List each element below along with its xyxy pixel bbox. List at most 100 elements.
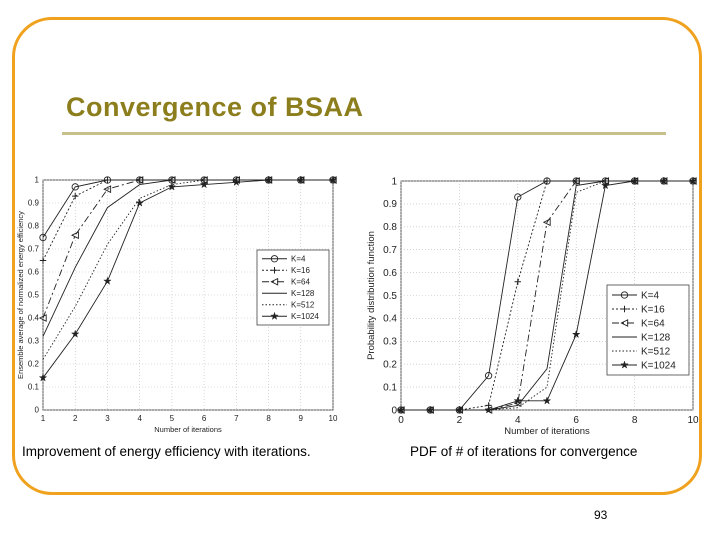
legend-box <box>606 284 690 376</box>
legend-label: K=128 <box>641 332 671 343</box>
data-point <box>231 177 241 187</box>
y-tick-label: 0.6 <box>383 268 397 279</box>
x-tick-label: 4 <box>515 415 521 426</box>
legend: K=4 K=16 K=64 K=128 K=512 K=1024 <box>256 249 330 326</box>
series-k-1024 <box>38 175 338 382</box>
legend-label: K=512 <box>641 346 671 357</box>
x-tick-label: 1 <box>41 414 46 423</box>
y-tick-label: 0.6 <box>28 268 40 277</box>
data-point <box>630 176 639 185</box>
y-tick-label: 0.4 <box>28 314 40 323</box>
data-point <box>542 218 551 227</box>
data-point <box>601 180 610 190</box>
legend-marker <box>270 277 279 286</box>
legend-label: K=1024 <box>641 360 676 371</box>
legend: K=4 K=16 K=64 K=128 K=512 K=1024 <box>606 284 690 376</box>
x-tick-label: 3 <box>105 414 110 423</box>
series-line <box>42 179 333 379</box>
legend-marker <box>620 319 629 327</box>
data-point <box>484 405 493 414</box>
tick-labels: 0 2 4 6 8 10 0 0.1 0.2 0.3 0.4 0.5 0.6 0.7 0.8 0.9 1 <box>383 176 699 426</box>
y-tick-label: 0.9 <box>28 199 40 208</box>
y-tick-label: 1 <box>35 176 40 185</box>
y-tick-label: 0.5 <box>28 291 40 300</box>
data-point <box>514 193 522 201</box>
data-point <box>71 231 79 240</box>
data-point <box>199 179 209 189</box>
y-tick-label: 0.2 <box>383 360 397 371</box>
data-point <box>38 373 48 382</box>
y-tick-label: 0.9 <box>383 199 397 210</box>
y-tick-label: 0.8 <box>28 222 40 231</box>
legend-label: K=4 <box>641 290 660 301</box>
data-point <box>543 177 551 185</box>
legend-label: K=512 <box>291 300 315 309</box>
data-point <box>484 371 493 380</box>
series-k-1024 <box>396 176 698 414</box>
y-tick-label: 1 <box>391 176 397 187</box>
x-tick-label: 10 <box>687 415 699 426</box>
x-tick-label: 2 <box>73 414 78 423</box>
data-point <box>542 396 552 405</box>
y-tick-label: 0 <box>35 406 40 415</box>
y-tick-label: 0.7 <box>28 245 40 254</box>
legend-label: K=16 <box>291 266 310 275</box>
legend-label: K=64 <box>291 277 310 286</box>
title-underline <box>62 132 666 135</box>
slide-frame <box>12 17 702 495</box>
y-tick-label: 0.7 <box>383 245 397 256</box>
y-tick-label: 0.3 <box>383 337 397 348</box>
x-axis-label: Number of iterations <box>154 425 222 434</box>
data-point <box>72 192 79 200</box>
y-tick-label: 0.5 <box>383 291 397 302</box>
y-tick-label: 0 <box>391 405 397 416</box>
legend-marker <box>621 305 628 313</box>
data-point <box>70 329 80 338</box>
y-tick-label: 0.1 <box>28 383 40 392</box>
data-point <box>659 176 669 185</box>
x-tick-label: 0 <box>398 415 404 426</box>
left-chart-caption: Improvement of energy efficiency with it… <box>22 444 311 459</box>
y-tick-label: 0.4 <box>383 314 397 325</box>
data-point <box>135 176 144 184</box>
data-point <box>688 176 698 185</box>
data-point <box>167 182 177 191</box>
legend-label: K=128 <box>291 289 315 298</box>
x-tick-label: 5 <box>170 414 175 423</box>
data-point <box>135 198 145 207</box>
x-axis-label: Number of iterations <box>504 426 590 437</box>
y-tick-label: 0.8 <box>383 222 397 233</box>
data-point <box>425 405 435 414</box>
legend-marker <box>620 360 629 369</box>
x-tick-label: 10 <box>329 414 338 423</box>
y-tick-label: 0.3 <box>28 337 40 346</box>
page-number: 93 <box>594 508 608 522</box>
x-tick-label: 6 <box>202 414 207 423</box>
data-point <box>38 314 47 322</box>
data-point <box>71 183 79 191</box>
x-tick-label: 2 <box>457 415 463 426</box>
data-point <box>513 396 523 405</box>
y-tick-label: 0.1 <box>383 382 397 393</box>
data-point <box>571 177 580 185</box>
legend-marker <box>271 267 278 274</box>
legend-label: K=16 <box>641 304 665 315</box>
x-tick-label: 8 <box>632 415 638 426</box>
tick-labels: 1 2 3 4 5 6 7 8 9 10 0 0.1 0.2 0.3 0.4 0.5 0.6 0.7 0.8 0.9 1 <box>28 176 338 423</box>
legend-label: K=1024 <box>291 312 319 321</box>
y-axis-label: Probability distribution function <box>366 231 377 360</box>
data-point <box>103 276 112 285</box>
data-point <box>39 233 47 242</box>
legend-marker <box>270 311 279 320</box>
legend-marker <box>620 291 629 299</box>
x-tick-label: 8 <box>266 414 271 423</box>
data-point <box>39 257 47 264</box>
y-axis-label: Ensemble average of normalized energy ef… <box>16 211 25 379</box>
data-point <box>296 175 306 184</box>
x-tick-label: 9 <box>299 414 304 423</box>
legend-label: K=64 <box>641 318 665 329</box>
data-point <box>103 185 112 194</box>
right-chart-caption: PDF of # of iterations for convergence <box>410 444 638 459</box>
y-tick-label: 0.2 <box>28 360 40 369</box>
data-point <box>455 405 464 414</box>
